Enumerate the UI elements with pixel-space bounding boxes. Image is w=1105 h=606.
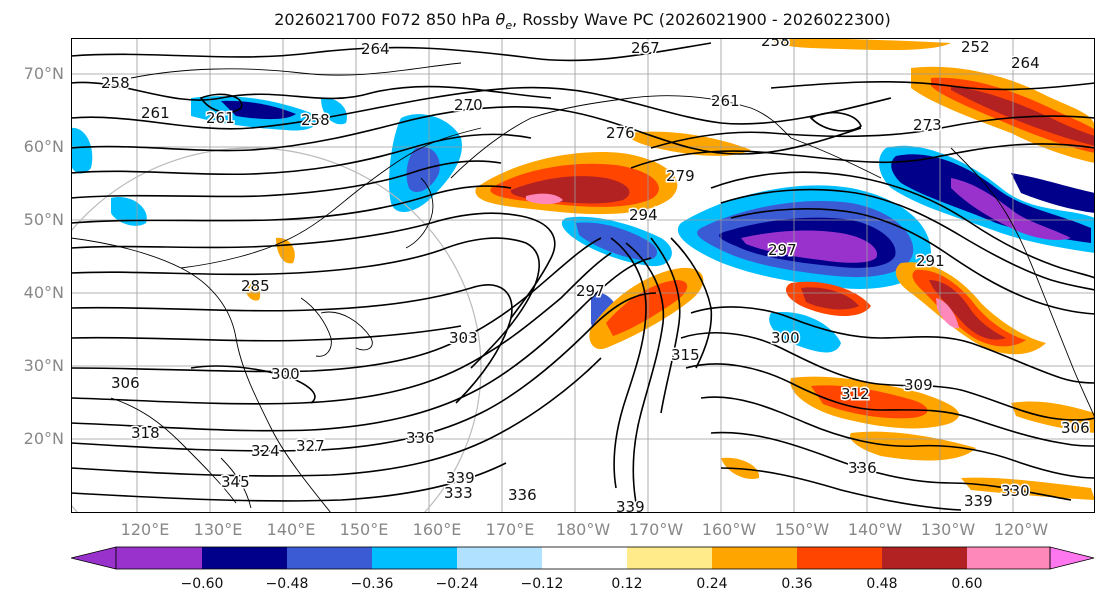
contour-label: 291 [916, 252, 945, 270]
contour-label: 297 [576, 282, 605, 300]
figure-title: 2026021700 F072 850 hPa θe, Rossby Wave … [0, 10, 1105, 32]
contour-label: 300 [771, 329, 800, 347]
contour-label: 279 [666, 167, 695, 185]
colorbar-swatch [457, 547, 542, 569]
colorbar-swatch [882, 547, 967, 569]
colorbar-swatch [202, 547, 287, 569]
colorbar [71, 546, 1095, 570]
lat-tick-label: 60°N [23, 137, 64, 156]
contour-label: 315 [671, 346, 700, 364]
title-theta: θe [495, 10, 513, 33]
contour-label: 336 [406, 429, 435, 447]
colorbar-swatch [372, 547, 457, 569]
lat-tick-label: 20°N [23, 429, 64, 448]
contour-label: 258 [301, 111, 330, 129]
colorbar-swatch [967, 547, 1050, 569]
lat-tick-label: 40°N [23, 283, 64, 302]
colorbar-tick-label: −0.48 [265, 576, 309, 592]
lon-tick-label: 120°E [120, 520, 170, 539]
colorbar-tick-label: 0.60 [951, 576, 983, 592]
contour-label: 261 [141, 104, 170, 122]
lon-tick-label: 120°W [993, 520, 1049, 539]
colorbar-tick-label: 0.12 [611, 576, 643, 592]
contour-label: 264 [361, 40, 390, 58]
contour-label: 312 [841, 385, 870, 403]
contour-label: 345 [221, 473, 250, 491]
lat-tick-label: 50°N [23, 210, 64, 229]
colorbar-swatch [287, 547, 372, 569]
anomaly-shading [71, 38, 1095, 500]
lon-tick-label: 150°W [774, 520, 830, 539]
colorbar-swatch [712, 547, 797, 569]
lon-tick-label: 160°E [412, 520, 462, 539]
contour-labels: 264 267 258 252 264 258 261 261 258 270 … [100, 38, 1092, 513]
colorbar-swatch [542, 547, 627, 569]
contour-label: 273 [913, 116, 942, 134]
contour-label: 306 [1061, 419, 1090, 437]
contour-label: 261 [711, 92, 740, 110]
lat-tick-label: 30°N [23, 356, 64, 375]
colorbar-tick-label: 0.36 [781, 576, 813, 592]
contour-label: 306 [111, 374, 140, 392]
lat-tick-label: 70°N [23, 64, 64, 83]
contour-label: 336 [508, 486, 537, 504]
map-panel: 264 267 258 252 264 258 261 261 258 270 … [71, 38, 1095, 513]
contour-label: 327 [296, 437, 325, 455]
contour-label: 339 [616, 498, 645, 513]
contour-label: 339 [964, 492, 993, 510]
neg-anomaly-wcoast [1011, 173, 1095, 213]
colorbar-tick-label: −0.24 [435, 576, 479, 592]
contour-label: 267 [631, 39, 660, 57]
contour-label: 294 [629, 206, 658, 224]
colorbar-extend-min [71, 546, 117, 570]
title-run: 2026021700 F072 850 hPa [274, 10, 491, 29]
contour-label: 297 [768, 241, 797, 259]
lon-tick-label: 130°W [920, 520, 976, 539]
contour-label: 324 [251, 442, 280, 460]
contour-label: 270 [454, 96, 483, 114]
contour-label: 258 [761, 38, 790, 50]
lon-tick-label: 140°W [847, 520, 903, 539]
lon-tick-label: 170°W [628, 520, 684, 539]
coastlines [71, 62, 1095, 513]
lon-tick-label: 140°E [266, 520, 316, 539]
contour-label: 303 [449, 329, 478, 347]
colorbar-tick-label: 0.24 [696, 576, 728, 592]
colorbar-tick-label: −0.12 [520, 576, 564, 592]
contour-label: 261 [206, 109, 235, 127]
contour-label: 339 [446, 469, 475, 487]
contour-label: 330 [1001, 482, 1030, 500]
contour-label: 276 [606, 124, 635, 142]
contour-label: 309 [904, 376, 933, 394]
lon-tick-label: 150°E [339, 520, 389, 539]
contour-label: 300 [271, 365, 300, 383]
lon-tick-label: 130°E [193, 520, 243, 539]
contour-label: 252 [961, 38, 990, 56]
contour-label: 333 [444, 484, 473, 502]
contour-label: 258 [101, 74, 130, 92]
contour-label: 336 [848, 459, 877, 477]
colorbar-tick-label: −0.36 [350, 576, 394, 592]
colorbar-swatch [627, 547, 712, 569]
colorbar-extend-max [1049, 546, 1095, 570]
title-suffix: , Rossby Wave PC (2026021900 - 202602230… [512, 10, 891, 29]
theta-e-contours [71, 42, 1095, 511]
colorbar-swatch [116, 547, 202, 569]
contour-label: 264 [1011, 54, 1040, 72]
colorbar-tick-label: 0.48 [866, 576, 898, 592]
contour-label: 318 [131, 424, 160, 442]
contour-label: 285 [241, 277, 270, 295]
lon-tick-label: 160°W [701, 520, 757, 539]
lon-tick-label: 180°W [555, 520, 611, 539]
lon-tick-label: 170°E [485, 520, 535, 539]
colorbar-tick-label: −0.60 [180, 576, 224, 592]
colorbar-swatch [797, 547, 882, 569]
